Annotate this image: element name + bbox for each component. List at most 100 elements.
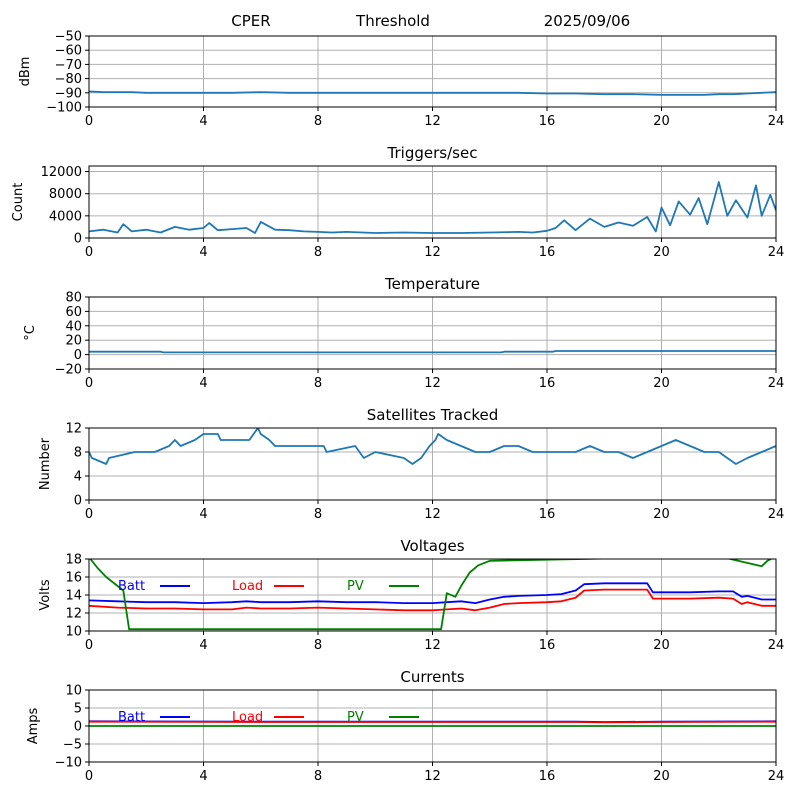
x-tick-label: 16 bbox=[539, 245, 556, 260]
y-tick-label: 12000 bbox=[41, 165, 82, 180]
x-tick-label: 12 bbox=[424, 114, 441, 129]
y-tick-label: −90 bbox=[55, 86, 82, 101]
x-tick-label: 0 bbox=[85, 769, 93, 784]
chart-panel-4: 0 4 8 12 16 20 24 10 12 14 16 18 Voltages Volts Batt Lo… bbox=[38, 537, 784, 653]
y-tick-label: 20 bbox=[65, 334, 82, 349]
x-tick-label: 4 bbox=[199, 245, 207, 260]
y-tick-label: −5 bbox=[63, 738, 82, 753]
y-tick-label: 4000 bbox=[49, 209, 82, 224]
legend-label-batt: Batt bbox=[118, 710, 145, 725]
x-tick-label: 20 bbox=[653, 507, 670, 522]
x-tick-label: 4 bbox=[199, 507, 207, 522]
series-line-pv bbox=[89, 559, 773, 631]
x-tick-label: 4 bbox=[199, 638, 207, 653]
y-tick-label: −70 bbox=[55, 58, 82, 73]
y-tick-label: 5 bbox=[74, 702, 82, 717]
y-tick-label: 60 bbox=[65, 305, 82, 320]
x-tick-label: 8 bbox=[314, 376, 322, 391]
y-tick-label: −100 bbox=[46, 101, 82, 116]
x-tick-label: 16 bbox=[539, 376, 556, 391]
series-line-0 bbox=[89, 90, 776, 96]
y-tick-label: −50 bbox=[55, 30, 82, 45]
x-tick-label: 24 bbox=[768, 245, 785, 260]
y-tick-label: 80 bbox=[65, 291, 82, 306]
x-tick-label: 12 bbox=[424, 376, 441, 391]
chart-title: Voltages bbox=[400, 537, 464, 555]
chart-title: Temperature bbox=[384, 275, 480, 293]
y-tick-label: 8000 bbox=[49, 187, 82, 202]
x-tick-label: 8 bbox=[314, 114, 322, 129]
x-tick-label: 0 bbox=[85, 114, 93, 129]
x-tick-label: 8 bbox=[314, 769, 322, 784]
x-tick-label: 4 bbox=[199, 769, 207, 784]
y-tick-label: 8 bbox=[74, 446, 82, 461]
x-tick-label: 12 bbox=[424, 638, 441, 653]
y-tick-label: 4 bbox=[74, 470, 82, 485]
y-tick-label: −20 bbox=[55, 363, 82, 378]
x-tick-label: 0 bbox=[85, 376, 93, 391]
legend-label-pv: PV bbox=[347, 710, 364, 725]
x-tick-label: 8 bbox=[314, 507, 322, 522]
y-tick-label: 0 bbox=[74, 494, 82, 509]
series-line-batt bbox=[89, 582, 776, 604]
legend-label-load: Load bbox=[232, 579, 263, 594]
y-tick-label: 10 bbox=[65, 625, 82, 640]
y-tick-label: 0 bbox=[74, 720, 82, 735]
chart-panel-1: 0 4 8 12 16 20 24 0 4000 8000 12000 Triggers/sec Cou… bbox=[11, 144, 784, 260]
series-line-load bbox=[89, 588, 776, 612]
chart-title: Satellites Tracked bbox=[367, 406, 498, 424]
x-tick-label: 20 bbox=[653, 638, 670, 653]
y-tick-label: 14 bbox=[65, 589, 82, 604]
series-line-0 bbox=[89, 350, 776, 354]
y-tick-label: 0 bbox=[74, 232, 82, 247]
x-tick-label: 8 bbox=[314, 245, 322, 260]
y-tick-label: 0 bbox=[74, 348, 82, 363]
y-axis-label: dBm bbox=[18, 57, 33, 87]
series-line-0 bbox=[89, 181, 776, 234]
x-tick-label: 0 bbox=[85, 507, 93, 522]
chart-panel-0: 0 4 8 12 16 20 24 −50−60−70−80−90−100 dBm bbox=[18, 30, 784, 130]
chart-panel-5: 0 4 8 12 16 20 24 −10 −5 0 5 10 Currents Amps Batt Load… bbox=[26, 668, 784, 784]
y-axis-label: Volts bbox=[38, 579, 53, 611]
y-axis-label: Number bbox=[38, 437, 53, 490]
x-tick-label: 16 bbox=[539, 638, 556, 653]
chart-title: Triggers/sec bbox=[387, 144, 478, 162]
y-tick-label: 12 bbox=[65, 607, 82, 622]
x-tick-label: 8 bbox=[314, 638, 322, 653]
legend-label-load: Load bbox=[232, 710, 263, 725]
x-tick-label: 24 bbox=[768, 376, 785, 391]
x-tick-label: 4 bbox=[199, 376, 207, 391]
x-tick-label: 0 bbox=[85, 245, 93, 260]
x-tick-label: 20 bbox=[653, 376, 670, 391]
y-tick-label: 12 bbox=[65, 422, 82, 437]
y-tick-label: 18 bbox=[65, 553, 82, 568]
header-date: 2025/09/06 bbox=[544, 12, 630, 30]
x-tick-label: 20 bbox=[653, 769, 670, 784]
x-tick-label: 4 bbox=[199, 114, 207, 129]
header-mode: Threshold bbox=[355, 12, 430, 30]
y-axis-label: Amps bbox=[26, 707, 41, 744]
x-tick-label: 16 bbox=[539, 769, 556, 784]
chart-panel-3: 0 4 8 12 16 20 24 0 4 8 12 Satellites Tracked Number bbox=[38, 406, 784, 522]
y-axis-label: °C bbox=[23, 325, 38, 341]
x-tick-label: 16 bbox=[539, 507, 556, 522]
x-tick-label: 24 bbox=[768, 638, 785, 653]
legend-label-batt: Batt bbox=[118, 579, 145, 594]
legend-label-pv: PV bbox=[347, 579, 364, 594]
y-tick-label: 40 bbox=[65, 319, 82, 334]
y-tick-label: 16 bbox=[65, 571, 82, 586]
x-tick-label: 12 bbox=[424, 245, 441, 260]
x-tick-label: 0 bbox=[85, 638, 93, 653]
y-tick-label: −10 bbox=[55, 756, 82, 771]
series-line-load bbox=[89, 720, 776, 724]
x-tick-label: 12 bbox=[424, 507, 441, 522]
series-line-0 bbox=[89, 428, 776, 465]
x-tick-label: 20 bbox=[653, 245, 670, 260]
x-tick-label: 24 bbox=[768, 114, 785, 129]
header-site: CPER bbox=[231, 12, 270, 30]
x-tick-label: 24 bbox=[768, 507, 785, 522]
